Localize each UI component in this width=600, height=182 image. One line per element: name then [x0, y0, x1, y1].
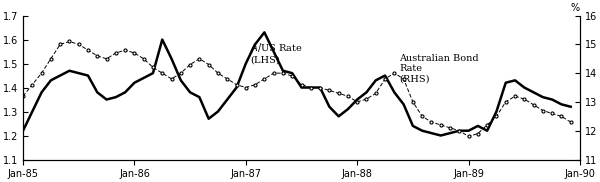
- Text: $A/$US Rate
(LHS): $A/$US Rate (LHS): [250, 41, 303, 64]
- Text: Australian Bond
Rate
(RHS): Australian Bond Rate (RHS): [399, 54, 479, 84]
- Text: %: %: [571, 3, 580, 13]
